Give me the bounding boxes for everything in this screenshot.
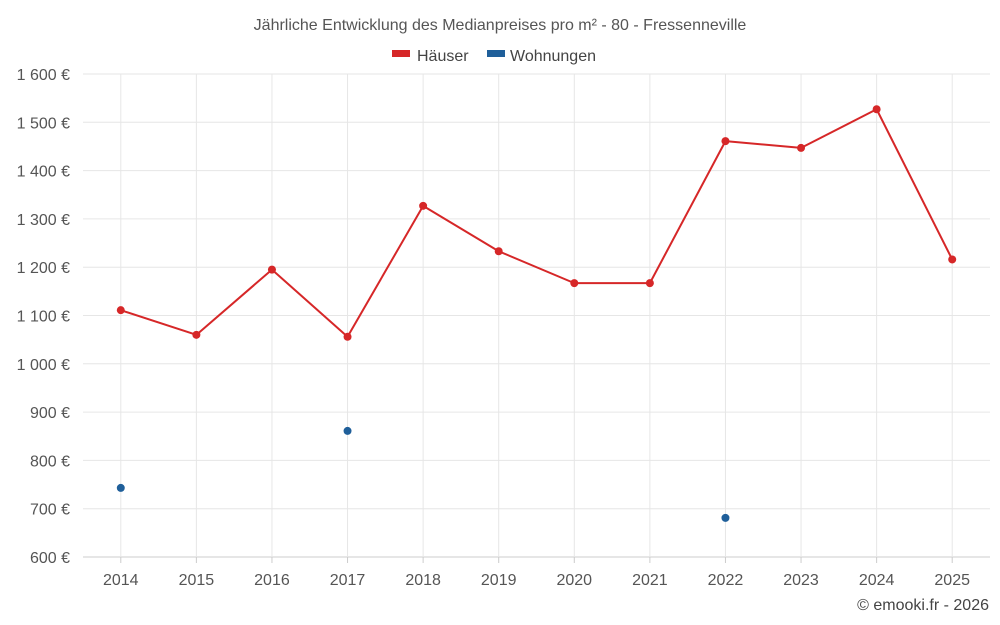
- y-tick-label: 900 €: [30, 405, 70, 422]
- y-tick-label: 1 000 €: [17, 357, 70, 374]
- data-point-haeuser[interactable]: [645, 279, 654, 288]
- series: [116, 105, 957, 522]
- x-tick-label: 2021: [632, 572, 668, 589]
- x-tick-label: 2014: [103, 572, 139, 589]
- y-tick-label: 1 200 €: [17, 260, 70, 277]
- series-haeuser: [116, 105, 957, 341]
- data-point-wohnungen[interactable]: [343, 426, 352, 435]
- legend: Häuser Wohnungen: [392, 48, 596, 65]
- copyright-credit: © emooki.fr - 2026: [857, 597, 989, 614]
- x-tick-label: 2020: [556, 572, 592, 589]
- y-tick-label: 1 300 €: [17, 212, 70, 229]
- x-tick-label: 2018: [405, 572, 441, 589]
- data-point-haeuser[interactable]: [419, 201, 428, 210]
- y-tick-label: 1 600 €: [17, 67, 70, 84]
- x-axis-ticks: 2014 2015 2016 2017 2018 2019 2020 2021 2022 2023…: [103, 557, 970, 589]
- y-tick-label: 700 €: [30, 502, 70, 519]
- legend-item-wohnungen[interactable]: Wohnungen: [487, 48, 596, 65]
- chart-title: Jährliche Entwicklung des Medianpreises …: [254, 17, 747, 34]
- data-point-haeuser[interactable]: [872, 105, 881, 114]
- y-tick-label: 800 €: [30, 453, 70, 470]
- data-point-haeuser[interactable]: [343, 332, 352, 341]
- data-point-wohnungen[interactable]: [721, 513, 730, 522]
- data-point-haeuser[interactable]: [570, 279, 579, 288]
- x-tick-label: 2017: [330, 572, 366, 589]
- y-tick-label: 600 €: [30, 550, 70, 567]
- data-point-haeuser[interactable]: [192, 330, 201, 339]
- legend-swatch-wohnungen: [487, 50, 505, 57]
- data-point-wohnungen[interactable]: [116, 483, 125, 492]
- x-tick-label: 2016: [254, 572, 290, 589]
- legend-label-haeuser: Häuser: [417, 48, 469, 65]
- data-point-haeuser[interactable]: [267, 265, 276, 274]
- data-point-haeuser[interactable]: [494, 247, 503, 256]
- data-point-haeuser[interactable]: [721, 137, 730, 146]
- y-axis-ticks: 600 € 700 € 800 € 900 € 1 000 € 1 100 € 1 200 …: [17, 67, 70, 567]
- x-tick-label: 2019: [481, 572, 517, 589]
- x-tick-label: 2015: [179, 572, 215, 589]
- data-point-haeuser[interactable]: [948, 255, 957, 264]
- legend-label-wohnungen: Wohnungen: [510, 48, 596, 65]
- y-tick-label: 1 100 €: [17, 309, 70, 326]
- data-point-haeuser[interactable]: [116, 306, 125, 315]
- grid: [83, 73, 990, 558]
- series-wohnungen: [116, 426, 730, 522]
- series-line-haeuser: [120, 108, 954, 338]
- legend-item-haeuser[interactable]: Häuser: [392, 48, 469, 65]
- x-tick-label: 2022: [708, 572, 744, 589]
- x-tick-label: 2025: [934, 572, 970, 589]
- y-tick-label: 1 500 €: [17, 115, 70, 132]
- data-point-haeuser[interactable]: [797, 143, 806, 152]
- x-tick-label: 2023: [783, 572, 819, 589]
- legend-swatch-haeuser: [392, 50, 410, 57]
- y-tick-label: 1 400 €: [17, 164, 70, 181]
- x-tick-label: 2024: [859, 572, 895, 589]
